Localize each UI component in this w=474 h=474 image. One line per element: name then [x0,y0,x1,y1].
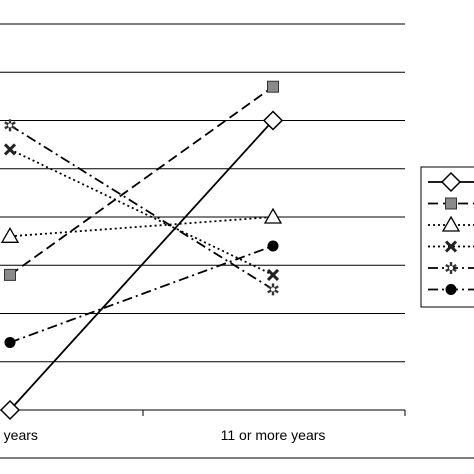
data-point [267,240,279,252]
data-point [4,336,16,348]
legend-entry [428,240,474,253]
x-tick-label: 5 years [0,427,38,443]
data-point [267,283,279,296]
series-3 [0,207,283,243]
series-line [9,85,274,276]
legend [420,166,474,308]
legend-entry [428,215,474,232]
series-5 [4,119,279,296]
series-line [9,148,274,276]
gridlines [0,23,405,363]
legend-marker [440,171,462,193]
x-axis: 5 years 11 or more years [0,409,474,459]
series-line [9,124,274,291]
series-6 [4,240,279,348]
series-2 [4,80,279,281]
legend-marker [441,215,461,232]
data-point [4,119,16,132]
legend-entry [428,284,474,295]
legend-marker [445,197,457,210]
data-point [262,110,284,131]
series-lines [0,80,284,421]
data-point [4,268,16,281]
x-tick-label: 11 or more years [221,427,326,443]
legend-entry [428,197,474,210]
data-point [0,399,21,421]
series-line [9,245,274,344]
legend-box [420,166,474,308]
series-line [9,216,274,238]
data-point [267,80,279,93]
data-point [0,226,20,243]
series-4 [3,143,280,281]
legend-marker [444,240,458,253]
data-point [3,143,17,156]
data-point [266,268,280,281]
legend-marker [445,262,457,274]
data-point [263,207,283,224]
legend-entry [428,262,474,274]
legend-entry [428,171,474,193]
series-line [9,119,274,411]
legend-marker [445,284,457,295]
series-1 [0,110,284,421]
